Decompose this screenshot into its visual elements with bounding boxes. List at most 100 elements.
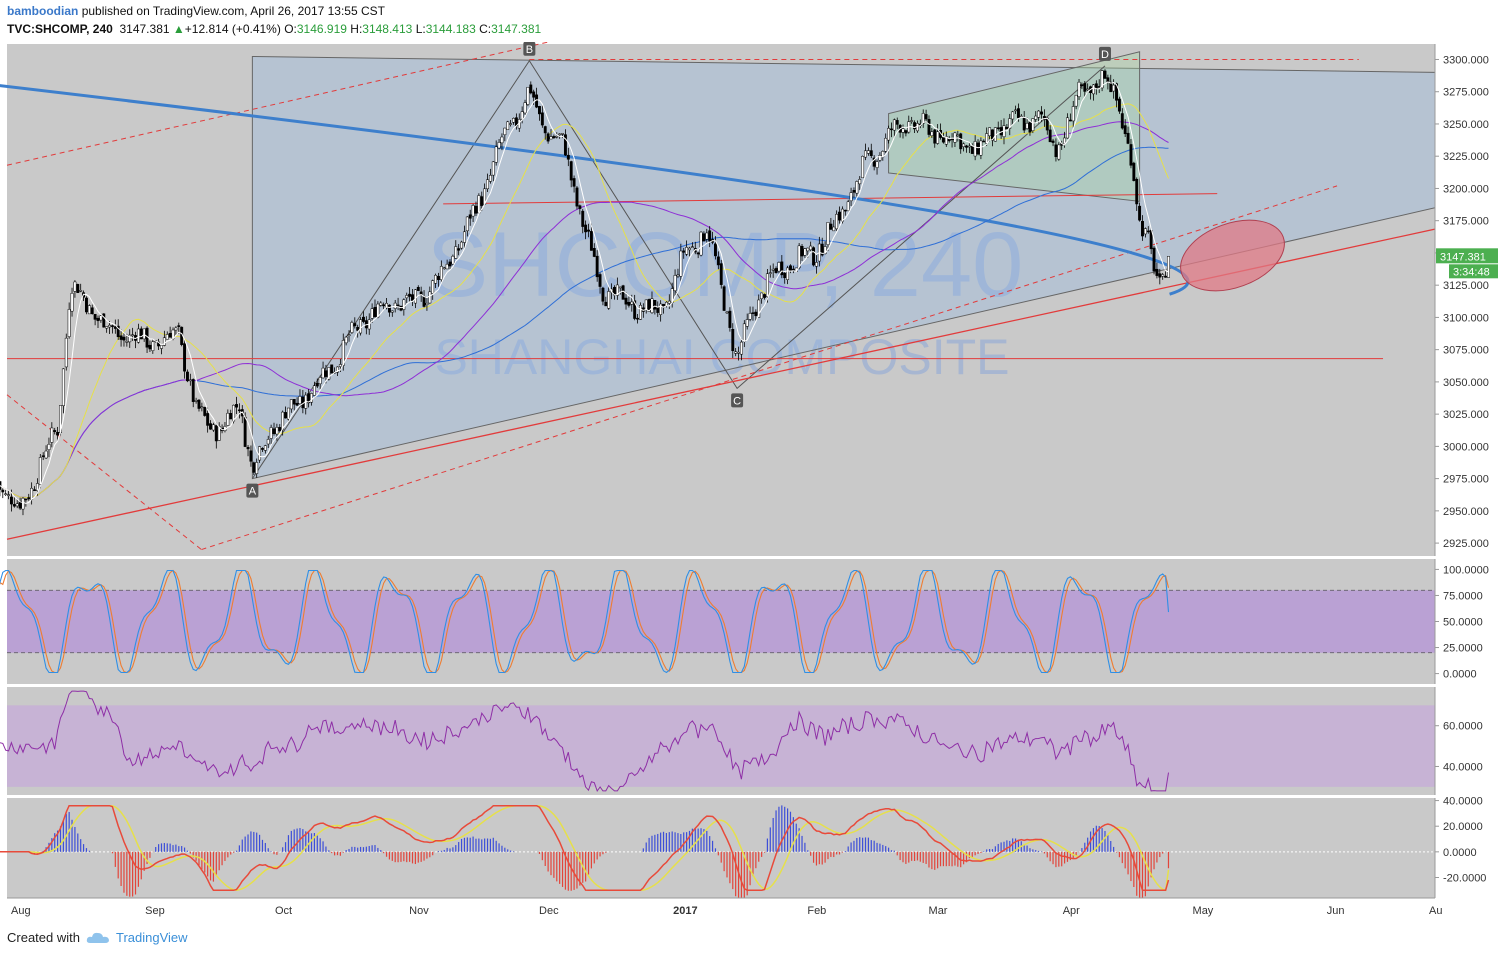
candle [895,120,899,125]
open-label: O: [284,22,297,36]
countdown-badge [1449,264,1498,279]
candle [1152,247,1156,272]
candle [61,368,65,406]
candle [465,216,469,232]
time-tick-label: Au [1429,905,1442,917]
macd-tick-label: 40.0000 [1443,796,1483,808]
candle [1086,88,1090,91]
pattern-point-badge [1098,46,1111,61]
candle [757,299,761,318]
candle [512,118,515,123]
candle [1143,228,1147,235]
candle [165,334,169,340]
author-link[interactable]: bamboodian [7,4,79,18]
candle [136,328,140,343]
candle [728,310,732,328]
candle [936,131,940,144]
candle [991,129,994,141]
pattern-point-c: C [731,393,744,408]
candle [739,341,743,355]
candle [362,316,365,322]
candle [413,289,417,304]
pattern-point-label: B [526,44,533,56]
candle [791,268,795,271]
last-price-badge [1436,248,1498,264]
candle [85,297,88,313]
candle [598,274,602,287]
candle [532,91,536,98]
candle [774,268,778,273]
candle [797,245,801,269]
candle [139,328,143,340]
candle [122,336,126,341]
candle [402,299,406,310]
publish-info: bamboodian published on TradingView.com,… [7,4,385,18]
candle [266,439,270,445]
candle [1074,94,1078,107]
candle [1120,113,1124,129]
candle [1051,140,1055,143]
candle [298,396,302,405]
time-tick-label: 2017 [673,905,697,917]
candle [344,336,348,344]
candle [618,286,622,289]
candle [442,267,446,270]
candle [688,247,691,251]
candle [820,243,824,256]
candle [1054,144,1058,157]
rsi-band [7,705,1435,787]
candle [765,273,769,298]
candle [1103,70,1107,79]
price-tick-label: 3200.000 [1443,183,1489,195]
abcd-pattern-line [251,59,1106,479]
candle [142,328,146,340]
candle [760,292,764,300]
candle [725,311,729,314]
pattern-point-badge [246,483,259,498]
candle [347,334,351,337]
candle [209,423,212,430]
candle [783,272,787,279]
stoch-d-line [0,569,1170,674]
candle [950,138,954,141]
candle [1158,273,1162,278]
candle [237,409,241,412]
candle [745,319,749,327]
candle [1161,274,1165,277]
candle [1126,132,1130,144]
pattern-point-badge [731,393,744,408]
candle [1022,117,1026,131]
price-tick-label: 3300.000 [1443,54,1489,66]
candle [777,262,781,272]
candle [1117,98,1121,112]
candle [191,379,195,402]
candle [38,457,42,485]
candle [699,231,703,256]
candle [428,291,432,304]
candle [261,448,264,450]
pattern-point-label: A [249,486,257,498]
candle [284,412,287,419]
candle [705,232,709,240]
candle [437,275,440,280]
candle [985,133,989,144]
candle [128,334,132,343]
candle [751,312,755,314]
candle [1066,117,1069,139]
candle [1138,205,1142,221]
candle [555,135,559,138]
candle [864,150,867,158]
time-tick-label: Feb [807,905,826,917]
candle [719,263,723,285]
candle [500,136,504,144]
candle [812,247,816,266]
candle [1034,115,1038,120]
tradingview-brand[interactable]: TradingView [115,930,188,945]
descending-dashed [6,394,202,550]
candle [338,364,342,367]
candle [318,377,322,385]
candle [229,413,233,420]
candle [659,303,663,315]
candle [1149,230,1153,250]
